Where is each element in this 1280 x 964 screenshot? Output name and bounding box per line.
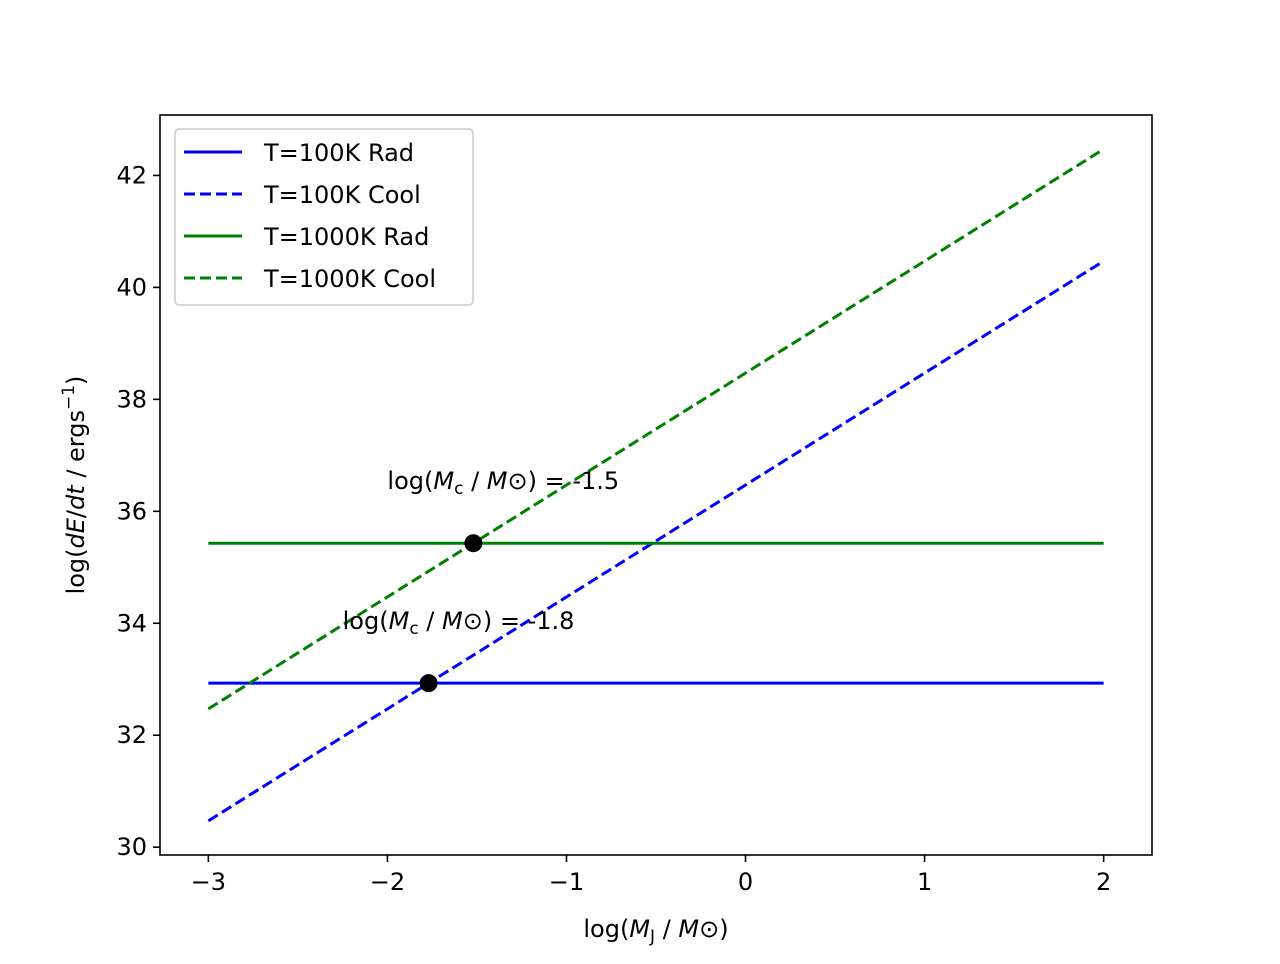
annotation-label: log(Mc / M⊙) = -1.5: [387, 467, 619, 499]
annotation-label: log(Mc / M⊙) = -1.8: [343, 607, 575, 639]
legend-label: T=100K Rad: [263, 139, 414, 167]
y-axis-label: log(dE/dt / ergs−1): [59, 376, 90, 595]
x-axis-label: log(MJ / M⊙): [583, 915, 728, 947]
plot-frame: [159, 114, 1153, 856]
intersection-point: [464, 534, 483, 553]
plot-layer: [207, 147, 1105, 823]
ticks-layer: −3 −2 −1 0 1 2 30 32 34 36 38 40 42: [116, 161, 1111, 896]
x-tick-label: 0: [738, 868, 753, 896]
legend-label: T=1000K Rad: [263, 223, 429, 251]
axes-layer: [159, 114, 1153, 856]
axis-labels: log(MJ / M⊙) log(dE/dt / ergs−1): [59, 376, 729, 947]
legend-label: T=1000K Cool: [263, 265, 436, 293]
y-tick-label: 34: [116, 609, 147, 637]
y-tick-label: 40: [116, 273, 147, 301]
y-tick-label: 36: [116, 497, 147, 525]
legend-box: [174, 128, 474, 306]
x-tick-label: −1: [549, 868, 584, 896]
y-tick-label: 30: [116, 833, 147, 861]
intersection-point: [419, 674, 438, 693]
legend-label: T=100K Cool: [263, 181, 421, 209]
x-tick-label: −3: [191, 868, 226, 896]
y-tick-label: 32: [116, 721, 147, 749]
y-tick-label: 42: [116, 161, 147, 189]
annotation-layer: log(Mc / M⊙) = -1.5 log(Mc / M⊙) = -1.8: [343, 467, 620, 639]
x-tick-label: 1: [917, 868, 932, 896]
x-tick-label: 2: [1096, 868, 1111, 896]
y-tick-label: 38: [116, 385, 147, 413]
x-tick-label: −2: [370, 868, 405, 896]
legend: T=100K Rad T=100K Cool T=1000K Rad T=1000K …: [174, 128, 474, 306]
